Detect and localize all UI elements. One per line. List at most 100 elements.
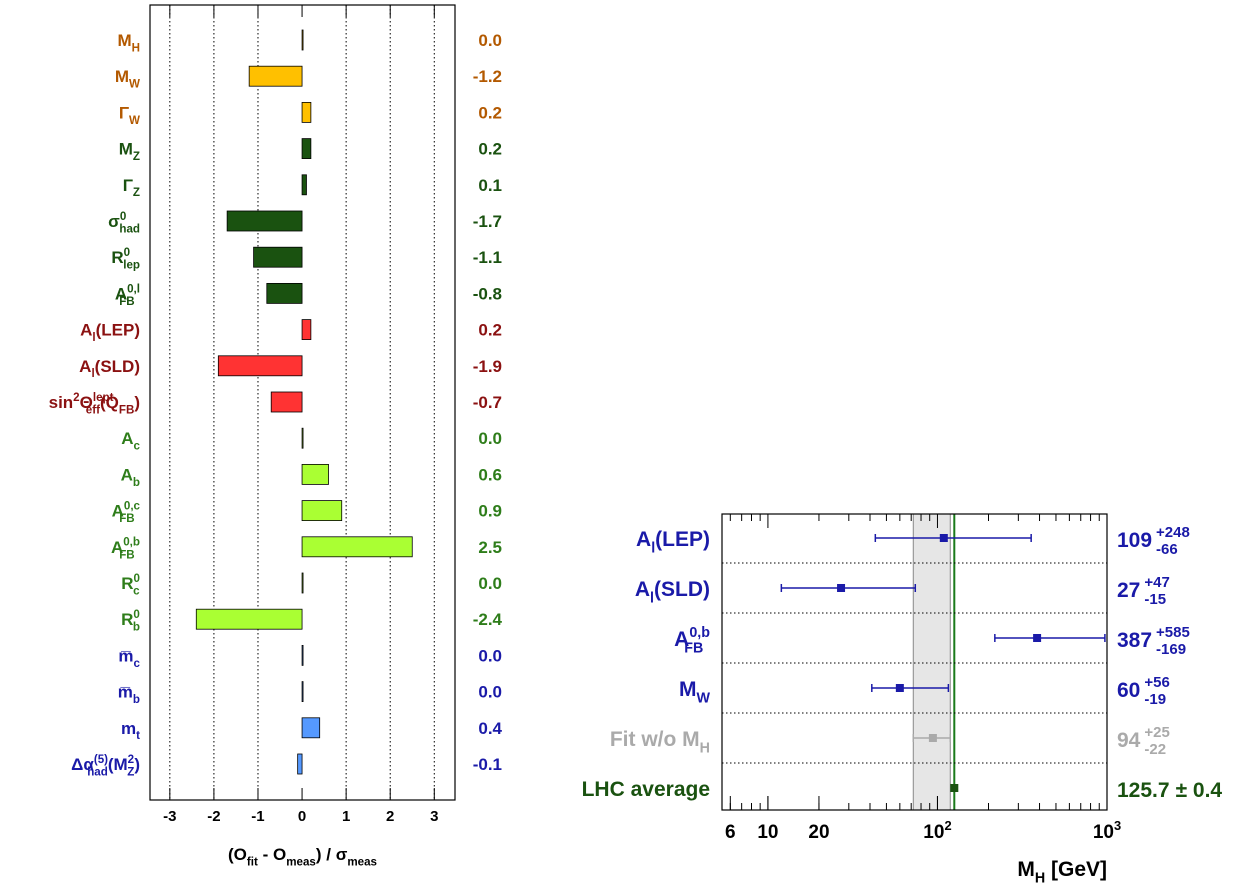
category-label: Δα(5) had(M2 Z): [71, 753, 140, 779]
bar: [301, 536, 413, 558]
bar: [301, 174, 307, 196]
bar: [301, 29, 304, 51]
bar: [301, 319, 312, 341]
value-label: 0.0: [478, 31, 502, 50]
value-label: 2.5: [478, 538, 502, 557]
bar: [248, 65, 303, 87]
category-label: LHC average: [582, 778, 710, 801]
bar: [301, 717, 321, 739]
value-label: -0.1: [473, 755, 502, 774]
value-label: -0.7: [473, 393, 502, 412]
category-label: R0 b: [121, 608, 140, 634]
category-label: MW: [679, 678, 711, 707]
point: [950, 784, 959, 792]
category-label: A0,l FB: [115, 282, 140, 308]
error-minus-label: -19: [1144, 691, 1166, 708]
category-label: ΓZ: [123, 176, 140, 199]
bar: [301, 102, 312, 123]
value-label: -0.8: [473, 284, 502, 303]
value-label: 0.1: [478, 176, 502, 195]
category-label: MW: [115, 67, 140, 90]
category-label: Fit w/o MH: [610, 728, 710, 757]
value-label: 0.0: [478, 683, 502, 702]
value-label: 0.2: [478, 140, 502, 159]
bar: [301, 681, 304, 702]
point: [928, 734, 937, 742]
bar: [301, 572, 304, 594]
error-minus-label: -22: [1144, 741, 1166, 758]
category-label: Al(LEP): [636, 528, 710, 557]
bar: [297, 753, 303, 775]
plot-frame: [149, 4, 456, 801]
category-label: A0,b FB: [674, 625, 710, 657]
x-tick-label: 102: [923, 818, 951, 843]
point: [1033, 634, 1042, 642]
category-label: Ab: [121, 465, 140, 488]
category-label: sin2Θlept eff(QFB): [49, 391, 140, 417]
bar: [266, 282, 303, 304]
bar: [301, 645, 304, 666]
value-label: 27: [1117, 579, 1140, 602]
category-label: Al(LEP): [80, 321, 140, 344]
bar: [301, 138, 312, 160]
value-label: 0.2: [478, 103, 502, 122]
x-tick-label: 20: [808, 822, 829, 843]
value-label: 60: [1117, 679, 1140, 702]
error-plus-label: +585: [1156, 624, 1190, 641]
error-minus-label: -169: [1156, 641, 1186, 658]
category-label: Ac: [121, 429, 140, 452]
bar: [301, 427, 304, 449]
value-label: -2.4: [473, 610, 503, 629]
error-plus-label: +56: [1144, 674, 1169, 691]
plot-frame: [721, 513, 1108, 811]
x-tick-label: -3: [163, 808, 176, 825]
value-label: -1.2: [473, 67, 502, 86]
value-label: -1.1: [473, 248, 502, 267]
error-plus-label: +47: [1144, 574, 1169, 591]
value-label: 125.7: [1117, 779, 1170, 802]
x-tick-label: 10: [757, 822, 778, 843]
point: [939, 534, 948, 542]
value-label: 94: [1117, 729, 1141, 752]
category-label: m̅b: [118, 683, 140, 706]
value-label: 0.6: [478, 465, 502, 484]
value-label: 0.0: [478, 429, 502, 448]
category-label: R0 lep: [111, 246, 140, 272]
x-tick-label: 0: [298, 808, 306, 825]
x-axis-title: MH [GeV]: [1017, 858, 1107, 887]
x-tick-label: 6: [725, 822, 736, 843]
error-plus-label: +25: [1144, 724, 1169, 741]
bar: [301, 500, 343, 522]
bar: [301, 463, 329, 485]
x-axis-title: (Ofit - Omeas) / σmeas: [228, 845, 377, 868]
x-tick-label: 3: [430, 808, 438, 825]
bar: [253, 246, 303, 268]
category-label: A0,b FB: [111, 536, 140, 562]
error-minus-label: -15: [1144, 591, 1166, 608]
x-tick-label: 2: [386, 808, 394, 825]
error-label: ± 0.4: [1176, 779, 1223, 802]
category-label: σ0 had: [108, 210, 140, 236]
category-label: R0 c: [121, 572, 140, 598]
category-label: MH: [117, 31, 140, 54]
error-minus-label: -66: [1156, 541, 1178, 558]
value-label: 0.0: [478, 574, 502, 593]
x-tick-label: 103: [1093, 818, 1121, 843]
bar: [195, 608, 303, 630]
value-label: -1.9: [473, 357, 502, 376]
x-tick-label: -1: [251, 808, 264, 825]
x-tick-label: 1: [342, 808, 350, 825]
category-label: Al(SLD): [79, 357, 140, 380]
bar: [217, 355, 303, 377]
value-label: 0.0: [478, 646, 502, 665]
bar: [270, 391, 303, 413]
value-label: 109: [1117, 529, 1152, 552]
value-label: -1.7: [473, 212, 502, 231]
error-plus-label: +248: [1156, 524, 1190, 541]
point: [837, 584, 846, 592]
x-tick-label: -2: [207, 808, 220, 825]
category-label: A0,c FB: [112, 499, 141, 525]
value-label: 387: [1117, 629, 1152, 652]
category-label: Al(SLD): [635, 578, 710, 607]
